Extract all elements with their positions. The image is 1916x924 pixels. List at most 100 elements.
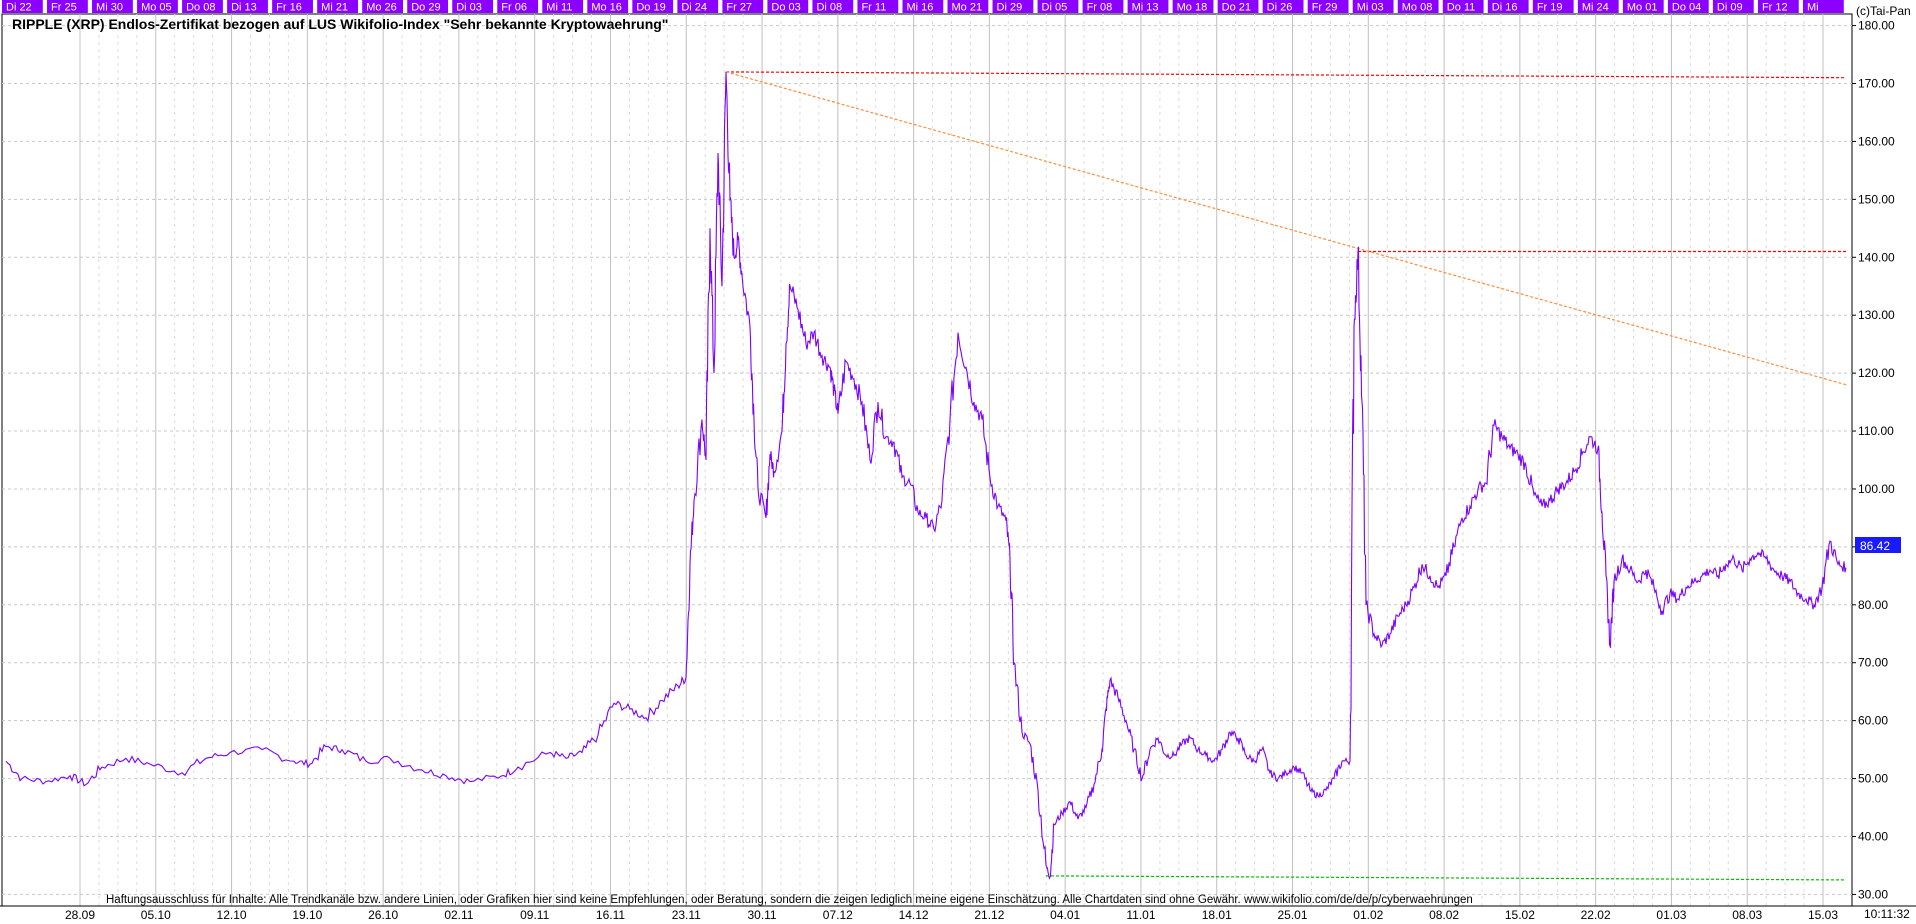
day-tab: Mo 21 [947, 0, 989, 14]
day-tab-label: Mo 16 [591, 2, 622, 14]
x-tick-label: 12.10 [217, 908, 247, 922]
day-tab: Fr 27 [722, 0, 764, 14]
y-tick-label: 60.00 [1858, 714, 1888, 728]
trend-line [725, 71, 1847, 386]
day-tab-label: Di 29 [997, 2, 1023, 14]
day-tab-label: Mi 21 [321, 2, 348, 14]
day-tab-label: Do 11 [1447, 2, 1476, 14]
x-tick-label: 01.02 [1353, 908, 1383, 922]
y-tick-label: 180.00 [1858, 19, 1895, 33]
day-tab-label: Fr 08 [1087, 2, 1113, 14]
disclaimer-text: Haftungsausschluss für Inhalte: Alle Tre… [106, 894, 1473, 906]
day-tab: Do 04 [1667, 0, 1709, 14]
y-tick-label: 50.00 [1858, 772, 1888, 786]
x-tick-label: 16.11 [596, 908, 625, 922]
day-tab: Mi 30 [92, 0, 133, 14]
x-axis: 28.09 05.10 12.10 19.10 26.10 02.11 09.11 16.11… [0, 905, 1916, 922]
day-tab: Mi 13 [1127, 0, 1169, 14]
day-tab-label: Fr 19 [1537, 2, 1563, 14]
series-layer [5, 71, 1847, 880]
x-tick-label: 23.11 [672, 908, 701, 922]
x-tick-label: 08.03 [1732, 908, 1762, 922]
day-tab-label: Fr 12 [1762, 2, 1788, 14]
day-tab: Fr 06 [497, 0, 539, 14]
day-tab: Mi 21 [317, 0, 358, 14]
day-tab-label: Di 09 [1717, 2, 1743, 14]
y-tick-label: 30.00 [1858, 887, 1888, 901]
day-tab: Di 22 [2, 0, 43, 14]
day-tab: Di 03 [452, 0, 494, 14]
chart-title: RIPPLE (XRP) Endlos-Zertifikat bezogen a… [12, 16, 668, 32]
x-tick-label: 18.01 [1202, 908, 1232, 922]
day-tab-label: Do 21 [1222, 2, 1251, 14]
x-tick-label: 21.12 [974, 908, 1004, 922]
x-tick-label: 19.10 [292, 908, 322, 922]
price-series-line [5, 71, 1847, 880]
day-tab-label: Di 16 [1492, 2, 1518, 14]
day-tab: Di 26 [1262, 0, 1304, 14]
day-tab: Mo 26 [362, 0, 403, 14]
y-tick-label: 40.00 [1858, 829, 1888, 843]
day-tab: Di 09 [1712, 0, 1754, 14]
day-tab-label: Mi [1807, 2, 1819, 14]
day-tab: Mo 18 [1172, 0, 1214, 14]
day-tab: Di 29 [992, 0, 1034, 14]
day-tab-label: Do 03 [771, 2, 800, 14]
day-tab-label: Di 05 [1042, 2, 1068, 14]
x-tick-label: 04.01 [1050, 908, 1080, 922]
day-tab: Di 08 [812, 0, 854, 14]
day-tab-label: Mi 03 [1357, 2, 1384, 14]
y-tick-label: 110.00 [1858, 424, 1894, 438]
day-tab-label: Mi 24 [1582, 2, 1609, 14]
copyright-label: (c)Tai-Pan [1856, 4, 1911, 18]
x-tick-label: 30.11 [747, 908, 776, 922]
trend-line [1045, 875, 1847, 881]
day-tab-row: Di 22 Fr 25 Mi 30 Mo 05 Do 08 Di 13 Fr 16 Mi 21… [2, 0, 1844, 14]
day-tab: Di 24 [677, 0, 719, 14]
x-tick-label: 11.01 [1126, 908, 1155, 922]
day-tab-label: Di 24 [681, 2, 707, 14]
day-tab-label: Fr 29 [1312, 2, 1338, 14]
day-tab: Di 13 [227, 0, 268, 14]
day-tab: Fr 19 [1532, 0, 1574, 14]
day-tab: Do 03 [767, 0, 809, 14]
day-tab: Mo 08 [1397, 0, 1439, 14]
day-tab: Do 19 [632, 0, 674, 14]
y-tick-label: 120.00 [1858, 366, 1895, 380]
day-tab-label: Mo 08 [1402, 2, 1433, 14]
day-tab-label: Mo 21 [952, 2, 983, 14]
day-tab: Fr 12 [1757, 0, 1799, 14]
day-tab-label: Mo 05 [141, 2, 172, 14]
y-tick-label: 140.00 [1858, 250, 1895, 264]
x-tick-label: 14.12 [899, 908, 929, 922]
day-tab-label: Mo 01 [1627, 2, 1658, 14]
day-tab-label: Do 04 [1672, 2, 1701, 14]
day-tab-label: Di 22 [6, 2, 32, 14]
day-tab-label: Mo 26 [366, 2, 397, 14]
day-tab: Fr 16 [272, 0, 313, 14]
day-tab: Do 21 [1217, 0, 1259, 14]
day-tab: Mi [1802, 0, 1844, 14]
y-tick-label: 170.00 [1858, 77, 1895, 91]
trend-lines [725, 71, 1847, 881]
day-tab-label: Fr 27 [726, 2, 752, 14]
day-tab: Mo 05 [137, 0, 178, 14]
day-tab: Fr 29 [1307, 0, 1349, 14]
y-tick-label: 80.00 [1858, 598, 1888, 612]
day-tab: Do 11 [1442, 0, 1484, 14]
x-tick-label: 02.11 [444, 908, 473, 922]
day-tab: Di 05 [1037, 0, 1079, 14]
day-tab-label: Do 08 [186, 2, 215, 14]
x-tick-label: 07.12 [823, 908, 853, 922]
timestamp-label: 10:11:32 [1864, 907, 1910, 921]
day-tab-label: Fr 25 [51, 2, 77, 14]
day-tab-label: Di 08 [816, 2, 842, 14]
day-tab-label: Di 03 [456, 2, 482, 14]
day-tab: Mi 16 [902, 0, 944, 14]
day-tab: Mi 24 [1577, 0, 1619, 14]
day-tab-label: Do 19 [636, 2, 665, 14]
x-tick-label: 22.02 [1581, 908, 1611, 922]
x-tick-label: 15.02 [1505, 908, 1535, 922]
day-tab: Mo 16 [587, 0, 629, 14]
day-tab: Do 29 [407, 0, 449, 14]
